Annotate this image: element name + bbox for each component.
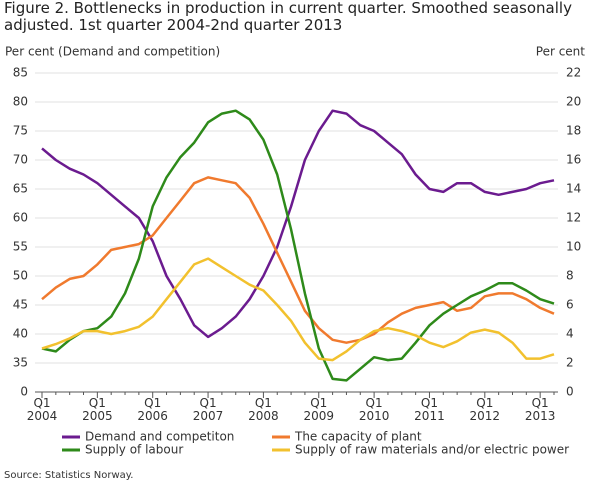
y2-tick-label: 6	[566, 298, 574, 312]
y-tick-label: 65	[13, 182, 28, 196]
y2-tick-label: 2	[566, 356, 574, 370]
y2-tick-label: 0	[566, 385, 574, 399]
y2-tick-label: 16	[566, 153, 581, 167]
legend-label: Demand and competiton	[85, 430, 234, 444]
y-tick-label: 85	[13, 66, 28, 80]
x-tick-label: Q1 2011	[414, 396, 445, 423]
x-tick-label: Q1 2013	[524, 396, 556, 423]
x-tick-label: Q1 2005	[82, 396, 113, 423]
chart-title: Figure 2. Bottlenecks in production in c…	[4, 0, 572, 34]
x-tick-label: Q1 2012	[469, 396, 501, 423]
x-tick-label: Q1 2009	[303, 396, 335, 423]
legend-label: The capacity of plant	[294, 430, 422, 444]
y-tick-label: 70	[13, 153, 28, 167]
y2-tick-label: 8	[566, 269, 574, 283]
y2-tick-label: 14	[566, 182, 581, 196]
x-tick-label: Q1 2004	[26, 396, 58, 423]
y2-tick-label: 4	[566, 327, 574, 341]
y-tick-label: 35	[13, 356, 28, 370]
series-line	[41, 109, 555, 339]
y-tick-label: 80	[13, 95, 28, 109]
y-tick-label: 0	[20, 385, 28, 399]
y2-tick-label: 12	[566, 211, 581, 225]
series-line	[41, 257, 555, 362]
legend-label: Supply of raw materials and/or electric …	[295, 443, 569, 457]
y-tick-label: 40	[13, 327, 28, 341]
y-tick-label: 45	[13, 298, 28, 312]
series-line	[41, 109, 555, 382]
x-tick-label: Q1 2010	[358, 396, 390, 423]
y2-tick-label: 18	[566, 124, 581, 138]
x-tick-label: Q1 2008	[248, 396, 279, 423]
x-tick-label: Q1 2007	[192, 396, 224, 423]
source: Source: Statistics Norway.	[4, 470, 134, 481]
y2-tick-label: 22	[566, 66, 581, 80]
x-tick-label: Q1 2006	[137, 396, 168, 423]
y2-tick-label: 20	[566, 95, 581, 109]
legend-label: Supply of labour	[85, 443, 183, 457]
y-tick-label: 55	[13, 240, 28, 254]
series-line	[41, 176, 555, 344]
y-tick-label: 60	[13, 211, 28, 225]
y-tick-label: 50	[13, 269, 28, 283]
y-tick-label: 75	[13, 124, 28, 138]
y2-tick-label: 10	[566, 240, 581, 254]
y2-axis-title: Per cent	[536, 45, 586, 59]
y-axis-title: Per cent (Demand and competition)	[5, 45, 220, 59]
